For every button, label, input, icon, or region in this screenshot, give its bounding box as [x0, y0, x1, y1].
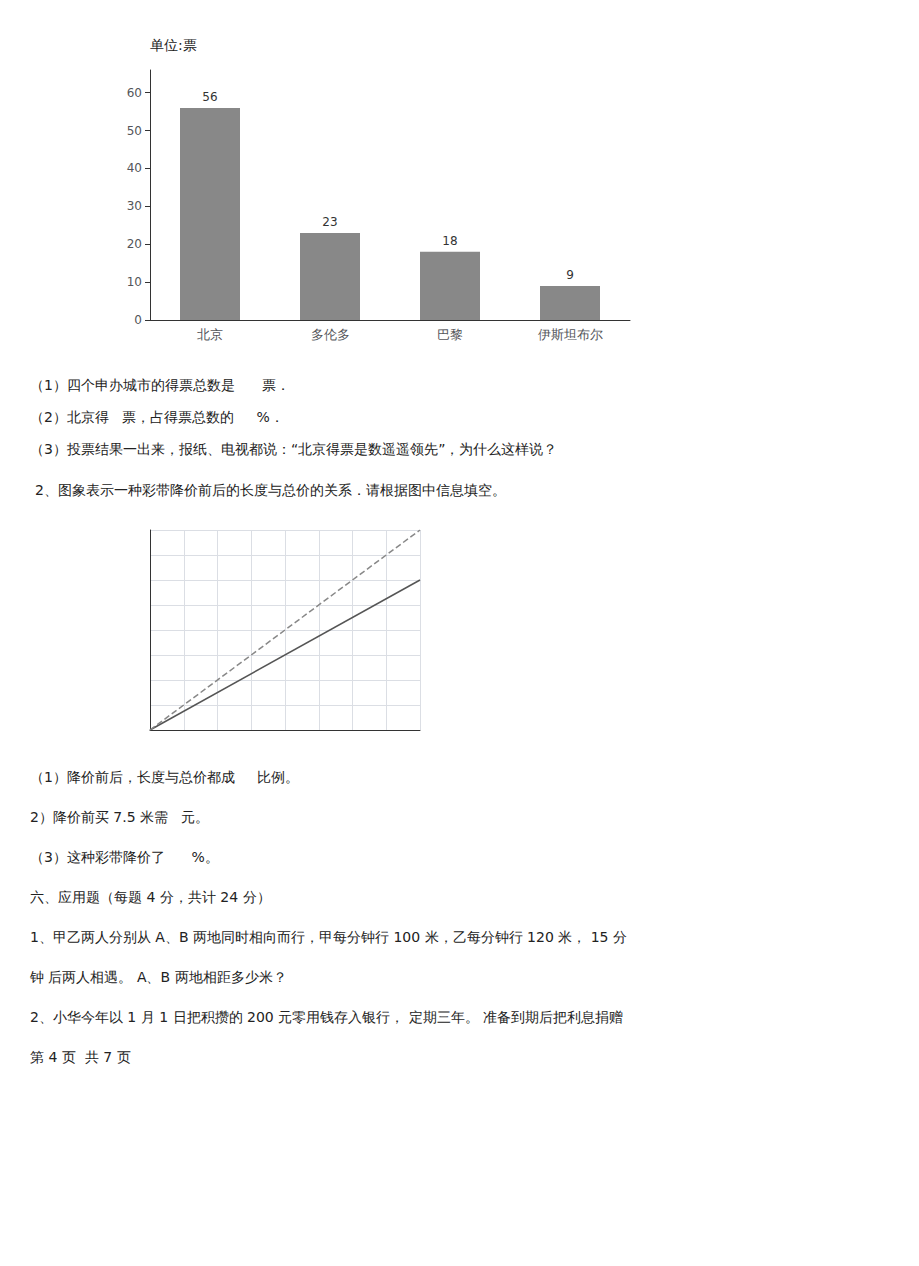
svg-text:10: 10 — [127, 275, 142, 289]
svg-text:北京: 北京 — [197, 327, 223, 342]
svg-text:0: 0 — [134, 313, 142, 327]
svg-text:2、图象表示一种彩带降价前后的长度与总价的关系．请根据图中信: 2、图象表示一种彩带降价前后的长度与总价的关系．请根据图中信息填空。 — [35, 482, 506, 498]
svg-text:18: 18 — [442, 234, 457, 248]
svg-text:（1）四个申办城市的得票总数是 票．: （1）四个申办城市的得票总数是 票． — [30, 377, 290, 393]
svg-text:23: 23 — [322, 215, 337, 229]
svg-text:（1）降价前后，长度与总价都成 比例。: （1）降价前后，长度与总价都成 比例。 — [30, 769, 299, 785]
svg-text:六、应用题（每题 4 分，共计 24 分）: 六、应用题（每题 4 分，共计 24 分） — [30, 889, 271, 905]
svg-text:（2）北京得 票，占得票总数的 %．: （2）北京得 票，占得票总数的 %． — [30, 409, 284, 425]
svg-text:2）降价前买 7.5 米需 元。: 2）降价前买 7.5 米需 元。 — [30, 809, 209, 825]
svg-text:单位:票: 单位:票 — [150, 37, 197, 53]
svg-text:40: 40 — [127, 161, 142, 175]
svg-text:（3）这种彩带降价了 %。: （3）这种彩带降价了 %。 — [30, 849, 219, 865]
svg-text:钟 后两人相遇。 A、B 两地相距多少米？: 钟 后两人相遇。 A、B 两地相距多少米？ — [29, 969, 287, 985]
svg-text:1、甲乙两人分别从 A、B 两地同时相向而行，甲每分钟行 1: 1、甲乙两人分别从 A、B 两地同时相向而行，甲每分钟行 100 米，乙每分钟行… — [30, 929, 627, 945]
svg-text:第 4 页 共 7 页: 第 4 页 共 7 页 — [30, 1049, 131, 1065]
svg-text:伊斯坦布尔: 伊斯坦布尔 — [538, 327, 603, 342]
svg-text:9: 9 — [566, 268, 574, 282]
svg-text:60: 60 — [127, 86, 142, 100]
svg-text:（3）投票结果一出来，报纸、电视都说：“北京得票是数遥遥领先: （3）投票结果一出来，报纸、电视都说：“北京得票是数遥遥领先”，为什么这样说？ — [30, 441, 557, 457]
svg-text:多伦多: 多伦多 — [311, 327, 350, 342]
svg-text:巴黎: 巴黎 — [437, 327, 463, 342]
svg-text:56: 56 — [202, 90, 217, 104]
svg-text:20: 20 — [127, 237, 142, 251]
svg-text:2、小华今年以 1 月 1 日把积攒的 200 元零用钱存入: 2、小华今年以 1 月 1 日把积攒的 200 元零用钱存入银行， 定期三年。 … — [30, 1009, 623, 1025]
svg-text:30: 30 — [127, 199, 142, 213]
svg-text:50: 50 — [127, 124, 142, 138]
